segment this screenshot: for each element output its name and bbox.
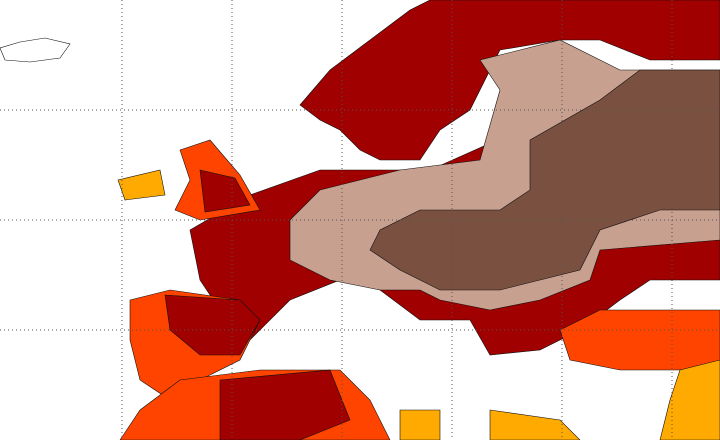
britain-inner — [199, 169, 251, 213]
libya-east — [489, 409, 581, 440]
libya-west — [399, 409, 441, 440]
turkey — [559, 309, 720, 371]
eastern-europe — [369, 69, 720, 291]
iceland-outline — [0, 37, 71, 63]
iberia-inner — [164, 294, 261, 356]
regions — [117, 0, 720, 440]
ireland — [117, 169, 166, 201]
scandinavia — [299, 0, 720, 161]
middle-east — [659, 359, 720, 440]
north-africa-inner — [219, 369, 351, 440]
